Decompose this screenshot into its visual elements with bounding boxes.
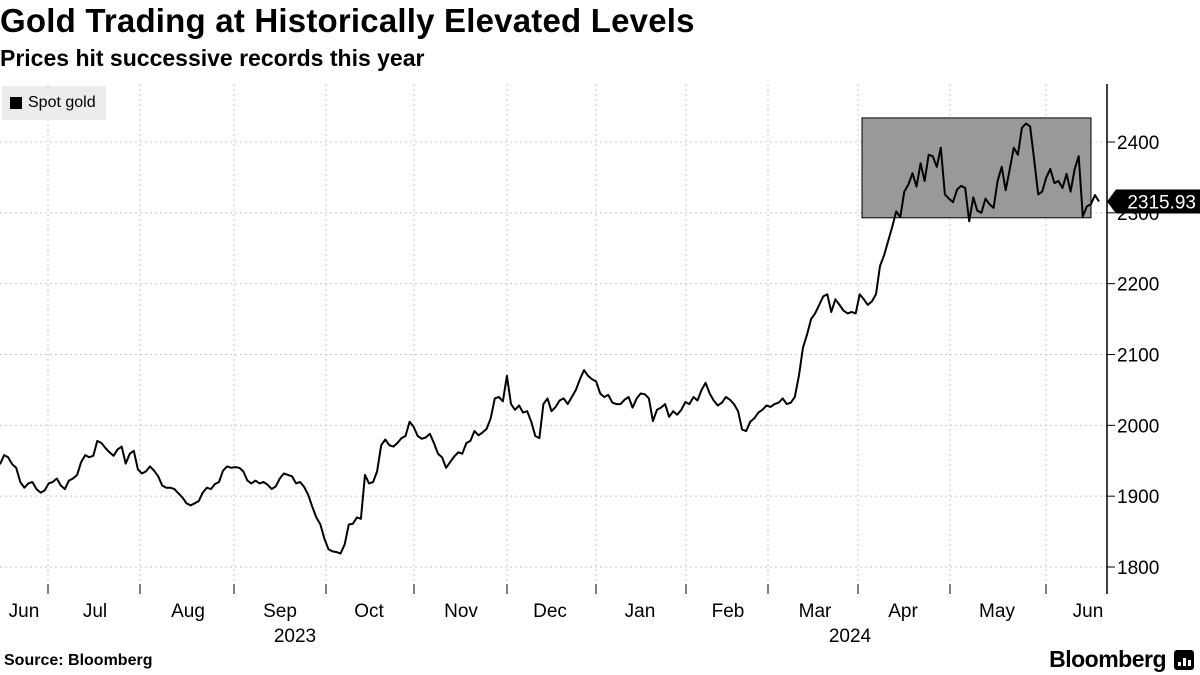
legend-label: Spot gold (28, 94, 96, 111)
x-tick-label: Oct (354, 601, 384, 622)
highlight-box (861, 117, 1092, 219)
bloomberg-chart-icon (1174, 650, 1194, 670)
chart-subtitle: Prices hit successive records this year (0, 45, 425, 71)
x-tick-label: Feb (712, 601, 745, 622)
gridlines (0, 84, 1107, 594)
x-tick-label: Mar (799, 601, 832, 622)
x-tick-label: Nov (444, 601, 478, 622)
year-label: 2023 (274, 626, 316, 647)
last-value-label: 2315.93 (1127, 193, 1196, 214)
x-tick-label: May (979, 601, 1015, 622)
y-tick-label: 2100 (1117, 346, 1159, 367)
brand-wordmark: Bloomberg (1049, 646, 1166, 672)
y-tick-label: 1800 (1117, 558, 1159, 579)
series-line-spot-gold (0, 122, 1100, 555)
last-value-badge-bg (1107, 189, 1200, 214)
legend: Spot gold (2, 86, 106, 120)
y-tick-label: 1900 (1117, 487, 1159, 508)
x-tick-label: Apr (888, 601, 918, 622)
source-note: Source: Bloomberg (4, 652, 153, 669)
x-tick-label: Jan (625, 601, 656, 622)
y-tick-label: 2200 (1117, 275, 1159, 296)
x-tick-label: Jul (83, 601, 107, 622)
highlight-layer (861, 117, 1092, 219)
last-value-badge: 2315.93 (1107, 189, 1200, 214)
axis-layer (47, 84, 1115, 594)
x-tick-label: Aug (171, 601, 205, 622)
y-tick-label: 2000 (1117, 416, 1159, 437)
x-tick-label: Sep (263, 601, 297, 622)
x-tick-label: Dec (533, 601, 567, 622)
year-label: 2024 (829, 626, 872, 647)
y-tick-label: 2400 (1117, 133, 1159, 154)
chart-title: Gold Trading at Historically Elevated Le… (0, 2, 695, 39)
series-layer (0, 122, 1100, 555)
legend-swatch-icon (10, 97, 22, 109)
x-tick-label: Jun (9, 601, 40, 622)
x-tick-label: Jun (1073, 601, 1104, 622)
